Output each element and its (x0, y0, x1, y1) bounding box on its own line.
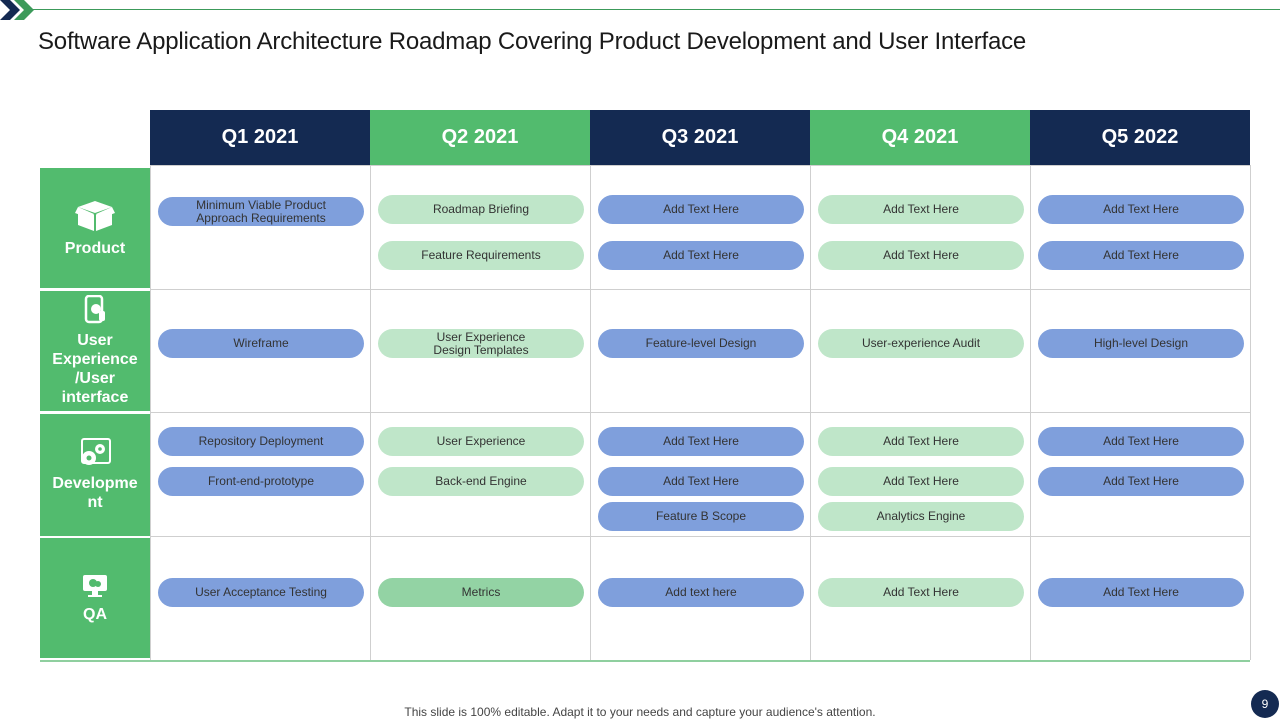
roadmap-item-label: Add Text Here (883, 585, 959, 599)
roadmap-item-label: User Experience Design Templates (433, 329, 529, 357)
roadmap-item-pill[interactable]: Analytics Engine (818, 502, 1024, 531)
roadmap-item-pill[interactable]: Add text here (598, 578, 804, 607)
roadmap-item-label: User-experience Audit (861, 336, 981, 350)
chevron-logo-icon (0, 0, 34, 20)
roadmap-item-pill[interactable]: Repository Deployment (158, 427, 364, 456)
row-label-product: Product (64, 239, 126, 257)
roadmap-item-pill[interactable]: Add Text Here (1038, 578, 1244, 607)
roadmap-item-pill[interactable]: Wireframe (158, 329, 364, 358)
row-label-qa: QA (83, 605, 107, 623)
roadmap-item-pill[interactable]: User-experience Audit (818, 329, 1024, 358)
roadmap-item-label: Add Text Here (1103, 585, 1179, 599)
grid-line-horizontal (150, 412, 1250, 413)
roadmap-item-label: Add Text Here (883, 202, 959, 216)
roadmap-item-pill[interactable]: Add Text Here (818, 578, 1024, 607)
roadmap-item-label: Add Text Here (1103, 248, 1179, 262)
monitor-bug-icon (83, 574, 107, 597)
page-title: Software Application Architecture Roadma… (38, 28, 1027, 55)
roadmap-item-label: Add Text Here (663, 474, 739, 488)
roadmap-item-pill[interactable]: Add Text Here (598, 467, 804, 496)
box-icon (75, 200, 115, 231)
roadmap-item-pill[interactable]: Add Text Here (818, 467, 1024, 496)
roadmap-item-label: Wireframe (233, 336, 289, 350)
roadmap-grid: Q1 2021 Q2 2021 Q3 2021 Q4 2021 Q5 2022 … (40, 110, 1251, 662)
roadmap-item-pill[interactable]: Add Text Here (1038, 195, 1244, 224)
grid-line-horizontal (150, 289, 1250, 290)
roadmap-item-label: Add Text Here (1103, 202, 1179, 216)
roadmap-item-pill[interactable]: Add Text Here (598, 241, 804, 270)
quarter-header-q1: Q1 2021 (150, 110, 370, 165)
roadmap-item-label: Repository Deployment (198, 434, 324, 448)
roadmap-item-label: Add Text Here (883, 248, 959, 262)
roadmap-item-pill[interactable]: Feature B Scope (598, 502, 804, 531)
row-label-ux: User Experience /User interface (52, 332, 138, 406)
grid-line-vertical (810, 165, 811, 660)
roadmap-item-pill[interactable]: Add Text Here (1038, 427, 1244, 456)
roadmap-item-pill[interactable]: Roadmap Briefing (378, 195, 584, 224)
roadmap-item-pill[interactable]: Feature-level Design (598, 329, 804, 358)
grid-line-vertical (150, 165, 151, 660)
grid-line-horizontal (150, 165, 1250, 166)
roadmap-item-label: Front-end-prototype (207, 474, 315, 488)
grid-line-vertical (1250, 165, 1251, 660)
quarter-header-q4: Q4 2021 (810, 110, 1030, 165)
roadmap-item-label: Add Text Here (1103, 434, 1179, 448)
roadmap-item-pill[interactable]: Add Text Here (818, 241, 1024, 270)
roadmap-item-pill[interactable]: Metrics (378, 578, 584, 607)
roadmap-item-label: Add Text Here (663, 434, 739, 448)
roadmap-item-pill[interactable]: Add Text Here (1038, 241, 1244, 270)
roadmap-item-pill[interactable]: Back-end Engine (378, 467, 584, 496)
page-number: 9 (1251, 690, 1279, 718)
phone-touch-icon (84, 295, 105, 324)
row-header-product: Product (40, 168, 150, 288)
roadmap-item-pill[interactable]: User Acceptance Testing (158, 578, 364, 607)
roadmap-item-label: Metrics (461, 585, 501, 599)
roadmap-item-pill[interactable]: Minimum Viable Product Approach Requirem… (158, 197, 364, 226)
roadmap-item-label: Feature Requirements (421, 248, 541, 262)
row-header-qa: QA (40, 538, 150, 658)
roadmap-item-label: Add Text Here (663, 248, 739, 262)
top-rule (30, 9, 1280, 10)
roadmap-item-pill[interactable]: User Experience Design Templates (378, 329, 584, 358)
roadmap-item-label: User Experience (436, 434, 526, 448)
roadmap-item-pill[interactable]: Add Text Here (818, 427, 1024, 456)
row-header-ux: User Experience /User interface (40, 291, 150, 411)
roadmap-item-pill[interactable]: Add Text Here (818, 195, 1024, 224)
roadmap-item-pill[interactable]: Add Text Here (1038, 467, 1244, 496)
grid-line-horizontal (150, 536, 1250, 537)
roadmap-item-pill[interactable]: Front-end-prototype (158, 467, 364, 496)
grid-line-vertical (590, 165, 591, 660)
roadmap-item-label: Add Text Here (663, 202, 739, 216)
roadmap-item-label: Back-end Engine (435, 474, 527, 488)
grid-line-vertical (370, 165, 371, 660)
roadmap-item-pill[interactable]: Feature Requirements (378, 241, 584, 270)
quarter-header-q5: Q5 2022 (1030, 110, 1250, 165)
roadmap-item-label: Add Text Here (1103, 474, 1179, 488)
roadmap-item-pill[interactable]: User Experience (378, 427, 584, 456)
gears-icon (81, 438, 111, 465)
roadmap-item-pill[interactable]: Add Text Here (598, 427, 804, 456)
roadmap-item-label: Add text here (665, 585, 737, 599)
roadmap-item-label: High-level Design (1093, 336, 1189, 350)
quarter-header-q2: Q2 2021 (370, 110, 590, 165)
grid-line-vertical (1030, 165, 1031, 660)
roadmap-item-label: Analytics Engine (876, 509, 966, 523)
roadmap-item-label: Add Text Here (883, 434, 959, 448)
row-header-development: Developme nt (40, 414, 150, 536)
roadmap-item-label: Roadmap Briefing (432, 202, 530, 216)
roadmap-item-label: Minimum Viable Product Approach Requirem… (196, 197, 326, 225)
roadmap-item-label: Feature-level Design (645, 336, 757, 350)
row-label-development: Developme nt (52, 475, 138, 511)
roadmap-item-label: Feature B Scope (655, 509, 747, 523)
roadmap-item-label: Add Text Here (883, 474, 959, 488)
grid-line-horizontal (40, 660, 1250, 662)
roadmap-item-pill[interactable]: High-level Design (1038, 329, 1244, 358)
footer-note: This slide is 100% editable. Adapt it to… (404, 705, 876, 719)
roadmap-item-pill[interactable]: Add Text Here (598, 195, 804, 224)
quarter-header-q3: Q3 2021 (590, 110, 810, 165)
roadmap-item-label: User Acceptance Testing (195, 585, 327, 599)
